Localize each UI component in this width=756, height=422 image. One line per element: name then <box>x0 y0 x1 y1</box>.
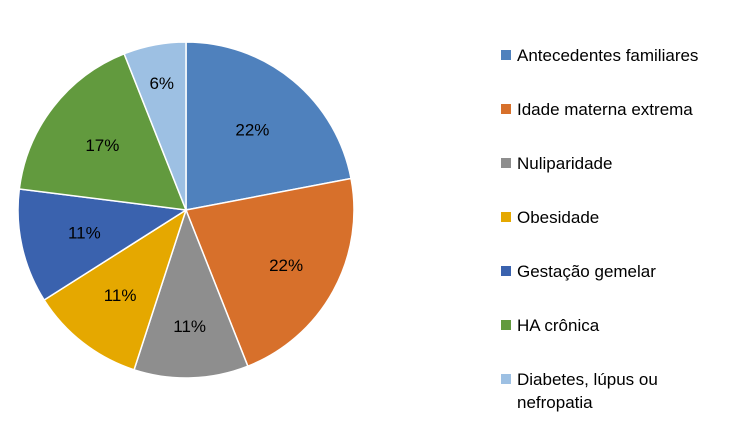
legend-label: Idade materna extrema <box>517 100 693 119</box>
legend-item-3: Nuliparidade <box>501 152 751 175</box>
legend-item-2: Idade materna extrema <box>501 98 751 121</box>
pie-slice-3 <box>133 207 249 379</box>
legend-item-4: Obesidade <box>501 206 751 229</box>
pie-slice-7 <box>123 41 187 211</box>
data-label-5: 11% <box>68 224 101 243</box>
pie-slice-6 <box>18 52 188 211</box>
pie-slice-5 <box>17 188 189 302</box>
legend-swatch <box>501 50 511 60</box>
legend-item-6: HA crônica <box>501 314 751 337</box>
data-label-3: 11% <box>173 317 206 336</box>
legend-item-7: Diabetes, lúpus ou nefropatia <box>501 368 751 414</box>
data-label-4: 11% <box>104 286 137 305</box>
data-label-1: 22% <box>235 121 269 140</box>
pie-slice-1 <box>185 41 352 211</box>
legend-item-1: Antecedentes familiares <box>501 44 751 67</box>
legend-swatch <box>501 266 511 276</box>
legend-swatch <box>501 374 511 384</box>
legend-label: Antecedentes familiares <box>517 46 699 65</box>
legend-label: Gestação gemelar <box>517 262 656 281</box>
data-label-7: 6% <box>149 74 174 93</box>
legend-swatch <box>501 158 511 168</box>
legend-swatch <box>501 104 511 114</box>
pie-slice-2 <box>184 177 355 368</box>
data-label-6: 17% <box>85 136 119 155</box>
legend-label: Diabetes, lúpus ou nefropatia <box>517 370 658 412</box>
legend-label: Nuliparidade <box>517 154 613 173</box>
legend-swatch <box>501 212 511 222</box>
legend-label: HA crônica <box>517 316 600 335</box>
data-label-2: 22% <box>269 256 303 275</box>
legend-item-5: Gestação gemelar <box>501 260 751 283</box>
legend-label: Obesidade <box>517 208 600 227</box>
pie-slice-4 <box>43 208 188 371</box>
legend-swatch <box>501 320 511 330</box>
